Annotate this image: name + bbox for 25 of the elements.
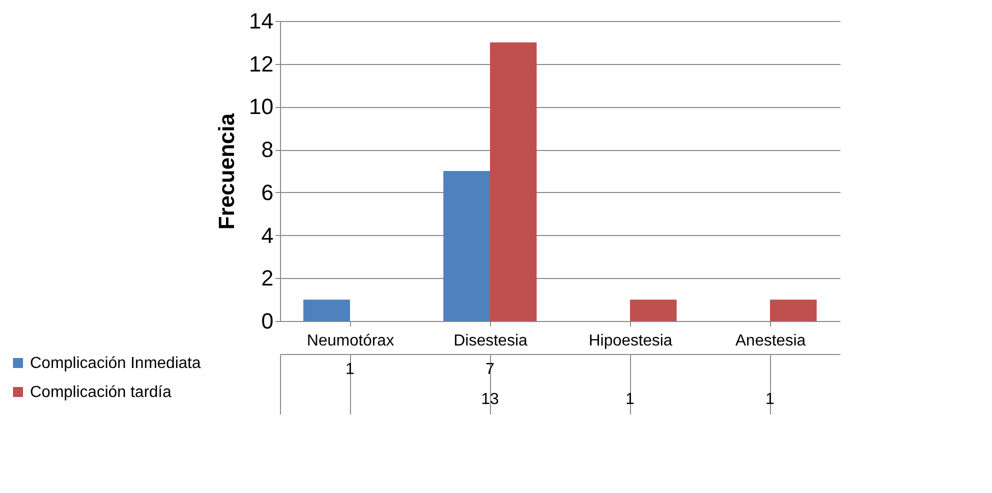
data-label: 7: [486, 361, 495, 378]
x-tick-label: Disestesia: [454, 332, 528, 350]
data-label: 1: [626, 391, 635, 408]
y-tick-label: 12: [249, 51, 274, 76]
x-tick-label: Anestesia: [735, 332, 806, 350]
x-tick-label: Hipoestesia: [588, 332, 672, 350]
data-label: 1: [766, 391, 775, 408]
bar: [630, 300, 677, 321]
y-tick-label: 6: [261, 180, 274, 205]
bar: [443, 171, 490, 321]
data-label: 1: [346, 361, 355, 378]
bar: [490, 42, 537, 321]
x-tick-label: Neumotórax: [306, 332, 394, 350]
bar: [303, 300, 350, 321]
y-tick-label: 2: [261, 266, 274, 291]
legend-label: Complicación tardía: [30, 384, 172, 401]
y-tick-label: 8: [261, 137, 274, 162]
bar: [770, 300, 817, 321]
y-tick-label: 10: [249, 94, 274, 120]
y-tick-label: 0: [261, 308, 274, 334]
y-tick-label: 4: [261, 222, 274, 248]
data-label: 13: [481, 391, 499, 408]
legend-label: Complicación Inmediata: [30, 355, 201, 372]
y-tick-label: 14: [249, 8, 274, 34]
y-axis-title: Frecuencia: [214, 112, 240, 230]
